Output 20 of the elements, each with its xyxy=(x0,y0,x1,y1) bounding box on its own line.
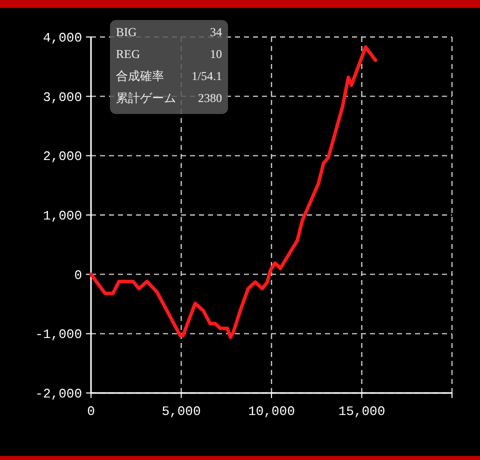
y-tick-label: 3,000 xyxy=(42,90,82,105)
annotation: 34 xyxy=(210,25,222,39)
annotation: REG xyxy=(116,47,140,61)
annotation: 合成確率 xyxy=(116,69,164,83)
y-tick-label: -2,000 xyxy=(35,386,82,402)
annotation: 累計ゲーム xyxy=(116,91,176,105)
y-tick-label: 0 xyxy=(74,268,82,283)
annotation: 2380 xyxy=(198,91,222,105)
y-tick-label: 1,000 xyxy=(42,208,82,224)
y-tick-label: 2,000 xyxy=(42,149,82,164)
x-tick-label: 10,000 xyxy=(248,404,295,419)
annotation: 1/54.1 xyxy=(192,69,222,83)
annotation: 10 xyxy=(210,47,222,61)
y-tick-label: -1,000 xyxy=(35,327,82,342)
x-tick-label: 15,000 xyxy=(338,404,386,419)
line-series xyxy=(89,45,378,339)
x-tick-label: 5,000 xyxy=(162,404,201,419)
x-tick-label: 0 xyxy=(87,404,95,419)
y-tick-label: 4,000 xyxy=(42,30,82,46)
annotation: BIG xyxy=(116,25,137,39)
